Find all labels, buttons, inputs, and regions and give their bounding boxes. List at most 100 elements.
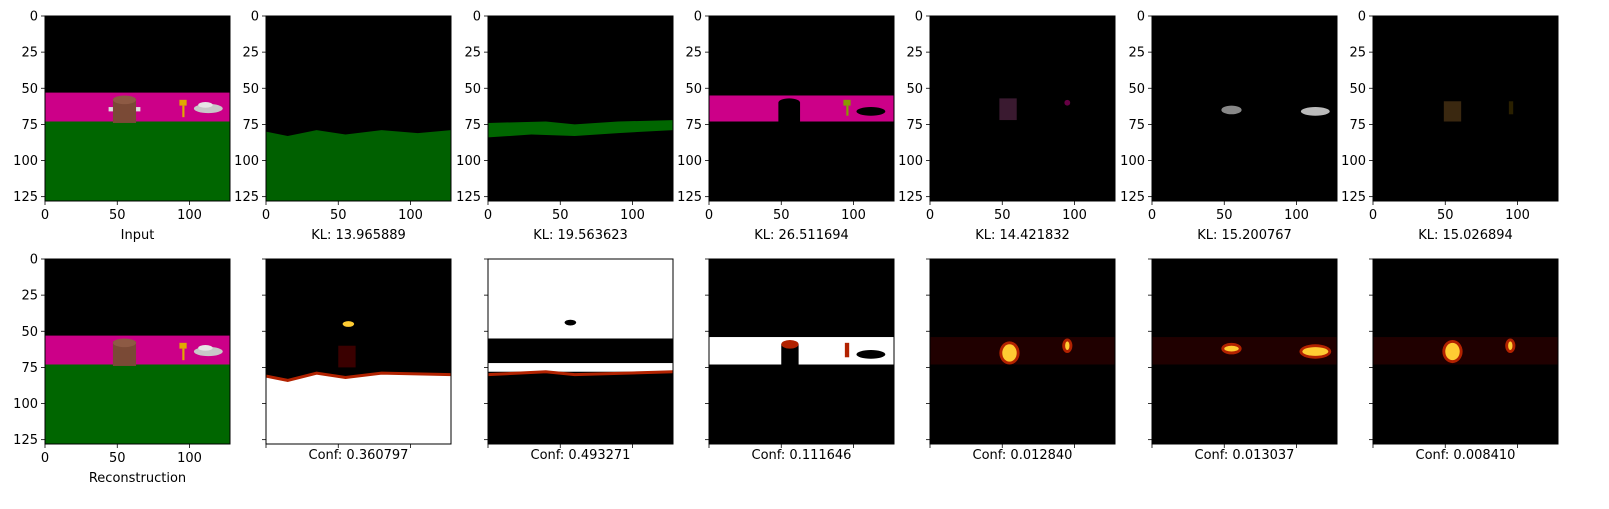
dim-car-right	[1300, 107, 1330, 116]
x-tick-label: 50	[994, 208, 1011, 223]
y-tick-label: 100	[1120, 154, 1145, 169]
top-caption: KL: 15.026894	[1418, 228, 1513, 243]
x-tick-label: 0	[262, 208, 270, 223]
y-tick-label: 25	[1349, 46, 1366, 61]
car-cutout	[856, 107, 886, 116]
heatmap-coldspot	[564, 319, 577, 326]
background	[930, 16, 1115, 201]
barrel-cutout	[778, 102, 801, 123]
y-tick-label: 25	[21, 46, 38, 61]
top-caption: KL: 26.511694	[754, 228, 849, 243]
y-tick-label: 50	[1128, 82, 1145, 97]
y-tick-label: 25	[21, 289, 38, 304]
x-tick-label: 0	[41, 208, 49, 223]
barrel-top	[112, 95, 137, 105]
y-tick-label: 100	[677, 154, 702, 169]
x-tick-label: 0	[926, 208, 934, 223]
heatmap-hotspot-barrel	[1445, 342, 1460, 361]
y-tick-label: 100	[234, 154, 259, 169]
y-tick-label: 100	[898, 154, 923, 169]
heatmap-hotspot-car	[1302, 347, 1329, 356]
key-head	[843, 99, 851, 106]
top-panel-0: 0 50 100 0 25 50 75 100 125 Input	[13, 10, 231, 243]
top-caption: KL: 19.563623	[533, 228, 628, 243]
bottom-panel-2: Conf: 0.493271	[484, 258, 674, 463]
heatmap-edge	[266, 371, 451, 382]
key-shaft	[182, 348, 185, 361]
top-caption: KL: 13.965889	[311, 228, 406, 243]
x-tick-label: 50	[1437, 208, 1454, 223]
barrel-left-handle	[108, 107, 113, 112]
y-tick-label: 100	[13, 154, 38, 169]
y-tick-label: 0	[1358, 10, 1366, 25]
x-tick-label: 0	[41, 451, 49, 466]
panel-image	[1152, 259, 1337, 444]
key-head	[179, 342, 187, 349]
background	[1373, 16, 1558, 201]
y-tick-label: 125	[1341, 190, 1366, 205]
panel-image	[709, 259, 894, 444]
car-roof	[198, 101, 213, 108]
y-tick-label: 75	[1128, 118, 1145, 133]
panel-image	[45, 259, 230, 444]
top-panel-1: 0 50 100 0 25 50 75 100 125 KL: 13.965889	[234, 10, 452, 243]
dim-key	[1508, 101, 1514, 115]
heatmap-edge	[488, 370, 673, 377]
heatmap-hotspot-barrel	[1002, 344, 1017, 362]
x-tick-label: 0	[1369, 208, 1377, 223]
y-tick-label: 125	[13, 433, 38, 448]
panel-frame	[1151, 258, 1338, 445]
top-panel-2: 0 50 100 0 25 50 75 100 125 KL: 19.563623	[456, 10, 674, 243]
heatmap-faint-barrel	[338, 345, 356, 368]
bottom-caption: Conf: 0.013037	[1195, 448, 1295, 463]
x-tick-label: 50	[330, 208, 347, 223]
y-tick-label: 25	[464, 46, 481, 61]
heatmap-faint-band	[1373, 337, 1558, 365]
panel-image	[45, 16, 230, 201]
background	[488, 16, 673, 201]
panel-frame	[44, 15, 231, 202]
x-tick-label: 100	[177, 451, 202, 466]
panel-image	[930, 16, 1115, 201]
bottom-panel-6: Conf: 0.008410	[1369, 258, 1559, 463]
panel-frame	[265, 15, 452, 202]
y-tick-label: 100	[1341, 154, 1366, 169]
ground-strip-mask	[488, 120, 673, 138]
heatmap-hotspot-left	[1224, 345, 1239, 352]
key-shaft	[182, 105, 185, 118]
heatmap-barrel-cutout	[781, 344, 799, 366]
y-tick-label: 0	[30, 253, 38, 268]
panel-frame	[1151, 15, 1338, 202]
y-tick-label: 50	[242, 82, 259, 97]
y-tick-label: 75	[242, 118, 259, 133]
bottom-caption: Conf: 0.008410	[1416, 448, 1516, 463]
bottom-caption: Conf: 0.493271	[531, 448, 631, 463]
panel-image	[709, 16, 894, 201]
x-tick-label: 50	[773, 208, 790, 223]
y-tick-label: 50	[21, 82, 38, 97]
key-head	[179, 99, 187, 106]
bottom-caption: Conf: 0.360797	[309, 448, 409, 463]
x-tick-label: 100	[841, 208, 866, 223]
panel-image	[1373, 259, 1558, 444]
ground-region	[45, 121, 230, 201]
ground-region	[45, 364, 230, 444]
heatmap-dark-band	[488, 338, 673, 364]
x-tick-label: 100	[1284, 208, 1309, 223]
barrel-object	[112, 98, 137, 123]
y-tick-label: 125	[234, 190, 259, 205]
panel-image	[266, 259, 451, 444]
panel-image	[266, 16, 451, 201]
x-tick-label: 0	[484, 208, 492, 223]
y-tick-label: 125	[456, 190, 481, 205]
panel-frame	[708, 15, 895, 202]
panel-image	[488, 16, 673, 201]
x-tick-label: 100	[620, 208, 645, 223]
bottom-panel-0: 0 50 100 0 25 50 75 100 125 Reconstruction	[13, 253, 231, 486]
y-tick-label: 0	[251, 10, 259, 25]
y-tick-label: 25	[685, 46, 702, 61]
panel-frame	[1372, 258, 1559, 445]
y-tick-label: 50	[21, 325, 38, 340]
bottom-caption: Reconstruction	[89, 471, 186, 486]
